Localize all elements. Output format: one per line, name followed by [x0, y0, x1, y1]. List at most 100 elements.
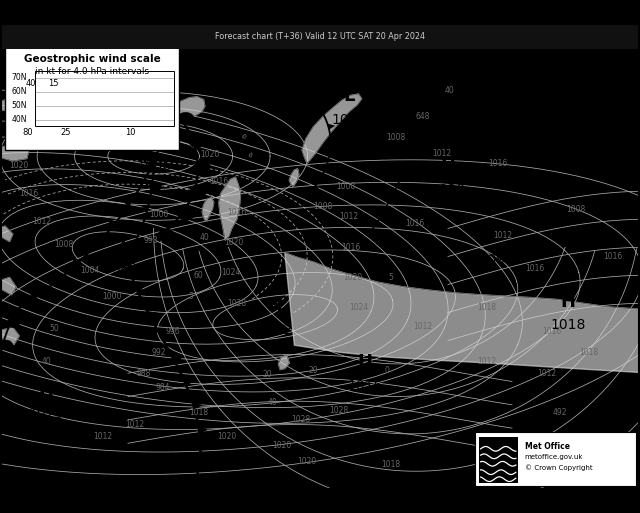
Polygon shape [136, 288, 146, 295]
Text: 1020: 1020 [224, 238, 243, 247]
Polygon shape [147, 311, 157, 318]
Polygon shape [0, 278, 16, 295]
Text: 648: 648 [415, 112, 429, 121]
Polygon shape [289, 169, 299, 187]
Text: 1016: 1016 [19, 189, 38, 198]
Circle shape [0, 340, 12, 349]
Text: 1020: 1020 [272, 441, 291, 450]
Text: H: H [561, 293, 576, 311]
Text: Met Office: Met Office [525, 443, 570, 451]
Text: 80: 80 [22, 128, 33, 137]
Text: 1004: 1004 [80, 266, 99, 275]
Text: 1012: 1012 [32, 217, 51, 226]
Text: 40N: 40N [12, 115, 27, 124]
Text: 1032: 1032 [258, 323, 292, 337]
Text: 988: 988 [137, 369, 151, 378]
Text: metoffice.gov.uk: metoffice.gov.uk [525, 454, 583, 460]
Text: 1012: 1012 [432, 149, 451, 159]
Text: 1016: 1016 [209, 177, 228, 186]
Polygon shape [125, 246, 133, 251]
Polygon shape [328, 124, 335, 129]
Polygon shape [285, 253, 640, 373]
Circle shape [138, 224, 150, 234]
Text: H: H [38, 382, 54, 400]
Polygon shape [30, 293, 39, 300]
Text: 1024: 1024 [221, 268, 240, 278]
Text: 1008: 1008 [566, 205, 586, 214]
Text: 1020: 1020 [431, 183, 465, 197]
Circle shape [158, 229, 175, 241]
Text: 1021: 1021 [452, 98, 488, 113]
Polygon shape [202, 198, 214, 222]
Text: 15: 15 [48, 79, 58, 88]
Polygon shape [123, 201, 132, 206]
Text: 1028: 1028 [227, 299, 246, 308]
Polygon shape [160, 334, 170, 341]
Text: 1018: 1018 [550, 318, 586, 332]
Polygon shape [52, 277, 61, 283]
Text: 1016: 1016 [525, 264, 544, 273]
Text: 1006: 1006 [136, 160, 172, 173]
Polygon shape [141, 205, 148, 210]
Text: 40: 40 [200, 233, 210, 242]
Circle shape [177, 112, 194, 125]
Text: 1016: 1016 [542, 327, 561, 336]
Text: 1000: 1000 [149, 210, 168, 219]
Polygon shape [147, 157, 156, 164]
Text: 996: 996 [166, 327, 180, 336]
Text: 10: 10 [125, 128, 135, 137]
Polygon shape [198, 426, 207, 434]
Text: 40: 40 [444, 86, 454, 95]
Circle shape [133, 246, 150, 258]
Polygon shape [172, 357, 182, 363]
Polygon shape [200, 451, 209, 458]
Text: 492: 492 [553, 408, 567, 418]
Polygon shape [161, 111, 170, 118]
Circle shape [194, 160, 211, 172]
Polygon shape [219, 177, 241, 240]
Text: L: L [119, 237, 131, 255]
Bar [475, 432, 636, 486]
Text: 1016: 1016 [227, 208, 246, 216]
Text: 1018: 1018 [579, 348, 598, 357]
Text: H: H [463, 73, 478, 91]
Circle shape [149, 182, 162, 191]
Polygon shape [302, 94, 362, 163]
Text: 50N: 50N [12, 101, 27, 110]
Text: 40: 40 [26, 79, 36, 88]
Text: 1012: 1012 [413, 322, 432, 331]
Bar [0, 23, 640, 49]
Bar [35, 71, 174, 126]
Polygon shape [156, 134, 164, 141]
Circle shape [177, 208, 194, 221]
Bar [5, 47, 179, 150]
Polygon shape [0, 94, 51, 117]
Text: 1020: 1020 [218, 432, 237, 441]
Text: 1000: 1000 [102, 292, 122, 301]
Text: 992: 992 [152, 348, 166, 357]
Polygon shape [0, 327, 19, 344]
Text: L: L [482, 227, 493, 245]
Text: 1008: 1008 [54, 240, 74, 249]
Text: 40: 40 [41, 357, 51, 366]
Text: 1020: 1020 [298, 458, 317, 466]
Text: H: H [268, 298, 283, 315]
Text: 1028: 1028 [330, 406, 349, 415]
Polygon shape [278, 356, 289, 369]
Text: 70N: 70N [12, 73, 27, 82]
Polygon shape [317, 104, 324, 109]
Text: in kt for 4.0 hPa intervals: in kt for 4.0 hPa intervals [35, 67, 149, 76]
Circle shape [189, 135, 205, 148]
Text: 984: 984 [156, 383, 170, 392]
Text: 40: 40 [267, 398, 277, 407]
Text: 1016: 1016 [341, 243, 360, 252]
Text: 5: 5 [188, 292, 193, 301]
Text: 1020: 1020 [344, 273, 363, 282]
Text: © Crown Copyright: © Crown Copyright [525, 464, 593, 471]
Text: 1012: 1012 [538, 369, 557, 378]
Polygon shape [184, 379, 193, 386]
Circle shape [190, 185, 207, 198]
Text: 998: 998 [143, 235, 157, 245]
Text: 1020: 1020 [10, 161, 29, 170]
Text: 998: 998 [582, 139, 609, 152]
